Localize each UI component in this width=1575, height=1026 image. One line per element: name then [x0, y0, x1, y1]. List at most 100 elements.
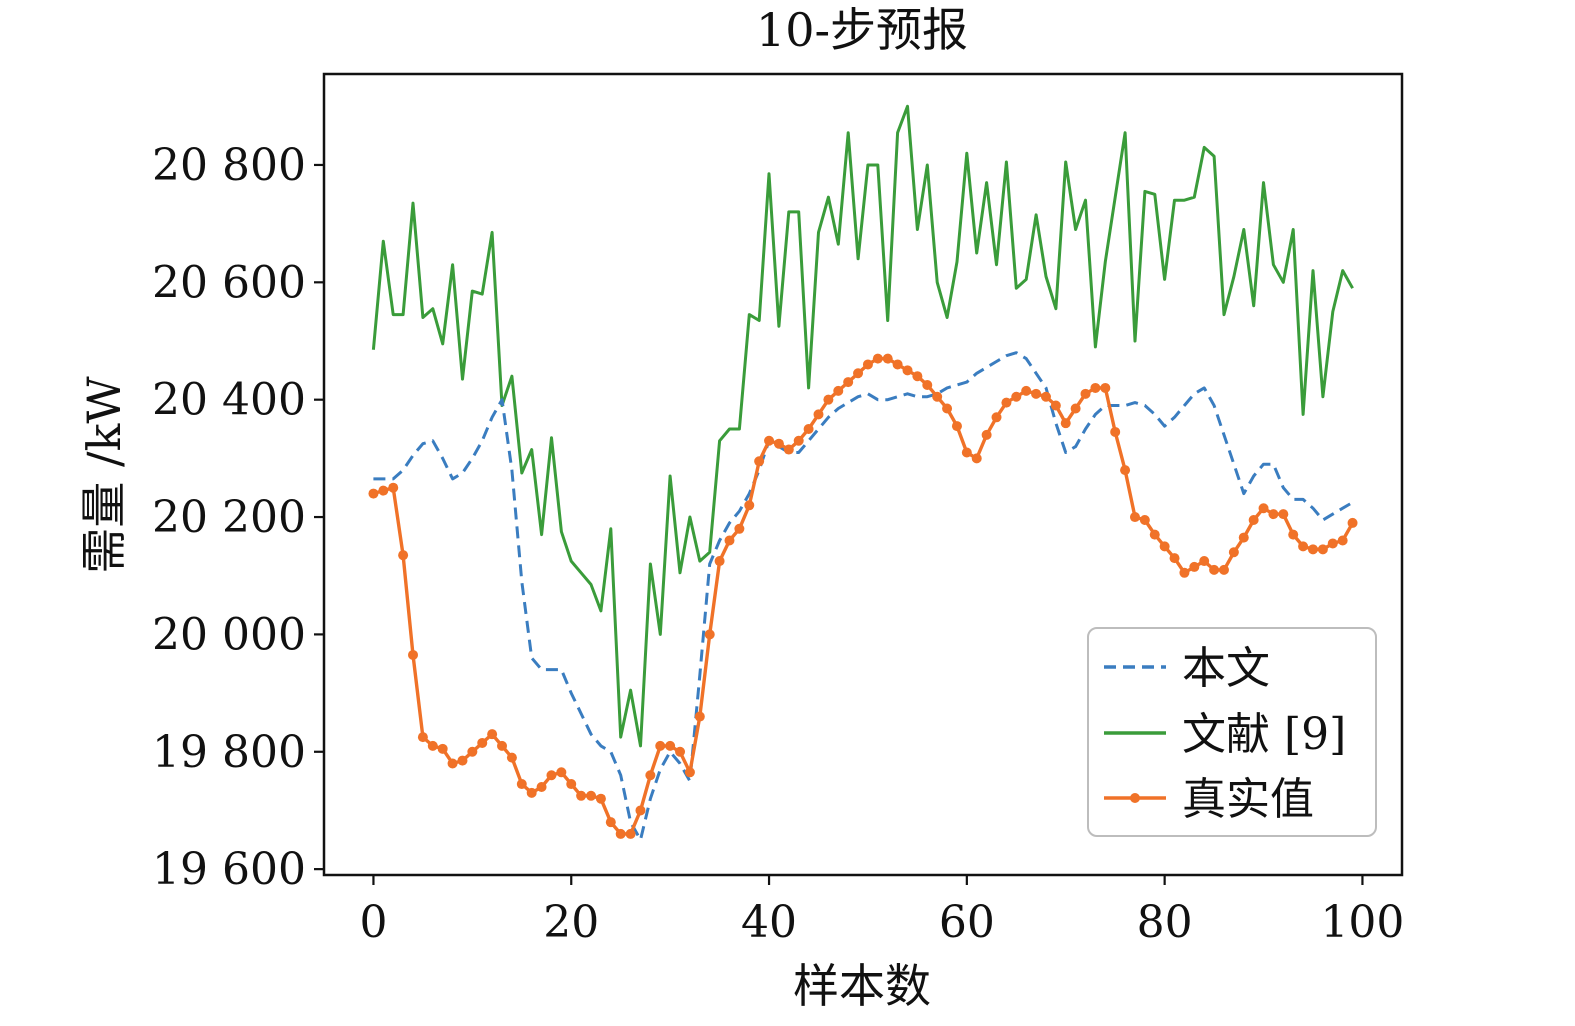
series-point: [526, 787, 537, 798]
series-point: [506, 752, 517, 763]
series-point: [378, 485, 389, 496]
series-point: [497, 740, 508, 751]
series-point: [971, 453, 982, 464]
series-point: [1080, 388, 1091, 399]
x-axis-ticks: 0 20 40 60 80 100: [359, 875, 1404, 948]
series-point: [1268, 509, 1279, 520]
series-point: [675, 746, 686, 757]
series-point: [1149, 529, 1160, 540]
series-point: [922, 380, 933, 391]
series-point: [447, 758, 458, 769]
series-point: [1011, 391, 1022, 402]
x-tick-label: 20: [543, 897, 599, 948]
series-point: [902, 365, 913, 376]
series-point: [803, 424, 814, 435]
series-point: [684, 767, 695, 778]
y-axis-ticks: 19 600 19 800 20 000 20 200 20 400 20 600 20 8…: [152, 140, 324, 895]
series-point: [408, 649, 419, 660]
series-point: [1139, 514, 1150, 525]
series-point: [1100, 382, 1111, 393]
series-point: [872, 353, 883, 364]
x-tick-label: 80: [1137, 897, 1193, 948]
series-point: [566, 779, 577, 790]
series-point: [625, 828, 636, 839]
series-point: [1288, 529, 1299, 540]
series-point: [1199, 556, 1210, 567]
series-point: [1050, 400, 1061, 411]
series-point: [1189, 561, 1200, 572]
series-point: [843, 377, 854, 388]
series-point: [754, 456, 765, 467]
series-point: [1209, 564, 1220, 575]
series-point: [368, 488, 379, 499]
series-point: [942, 403, 953, 414]
series-point: [546, 770, 557, 781]
y-tick-label: 19 800: [152, 727, 306, 778]
series-line-2: [372, 356, 1355, 836]
series-line-0: [373, 351, 1354, 842]
legend-box: [1087, 627, 1377, 837]
series-point: [417, 732, 428, 743]
series-point: [932, 391, 943, 402]
series-point: [892, 359, 903, 370]
series-point: [1258, 503, 1269, 514]
series-point: [1070, 403, 1081, 414]
series-point: [724, 535, 735, 546]
y-tick-label: 19 600: [152, 844, 306, 895]
series-point: [437, 743, 448, 754]
series-point: [586, 790, 597, 801]
series-point: [388, 482, 399, 493]
series-point: [1110, 426, 1121, 437]
series-layer: [368, 104, 1358, 842]
series-point: [665, 740, 676, 751]
series-point: [1228, 547, 1239, 558]
legend-label-2: 真实值: [1182, 774, 1314, 825]
series-point: [1298, 541, 1309, 552]
series-point: [882, 353, 893, 364]
series-point: [991, 412, 1002, 423]
series-point: [655, 740, 666, 751]
series-point: [764, 435, 775, 446]
series-point: [1129, 512, 1140, 523]
series-point: [1031, 388, 1042, 399]
series-point: [1248, 514, 1259, 525]
series-point: [1001, 397, 1012, 408]
plot-frame: [322, 72, 1404, 877]
series-point: [477, 737, 488, 748]
legend-label-1: 文献 [9]: [1182, 709, 1346, 760]
series-point: [1060, 418, 1071, 429]
series-point: [823, 394, 834, 405]
series-point: [516, 779, 527, 790]
series-point: [645, 770, 656, 781]
series-point: [862, 359, 873, 370]
series-point: [773, 438, 784, 449]
series-point: [635, 805, 646, 816]
series-point: [1021, 385, 1032, 396]
series-point: [556, 767, 567, 778]
series-point: [1278, 509, 1289, 520]
series-point: [605, 817, 616, 828]
x-tick-label: 40: [741, 897, 797, 948]
y-tick-label: 20 600: [152, 257, 306, 308]
series-point: [981, 429, 992, 440]
y-tick-label: 20 400: [152, 375, 306, 426]
series-point: [1159, 541, 1170, 552]
series-line-1: [371, 104, 1354, 748]
y-tick-label: 20 000: [152, 609, 306, 660]
series-point: [744, 500, 755, 511]
series-point: [853, 368, 864, 379]
series-point: [467, 746, 478, 757]
series-point: [1040, 391, 1051, 402]
series-point: [1218, 564, 1229, 575]
series-point: [595, 793, 606, 804]
series-point: [1090, 382, 1101, 393]
series-point: [1347, 517, 1358, 528]
series-point: [1337, 535, 1348, 546]
series-point: [912, 371, 923, 382]
series-point: [1179, 567, 1190, 578]
series-point: [783, 444, 794, 455]
